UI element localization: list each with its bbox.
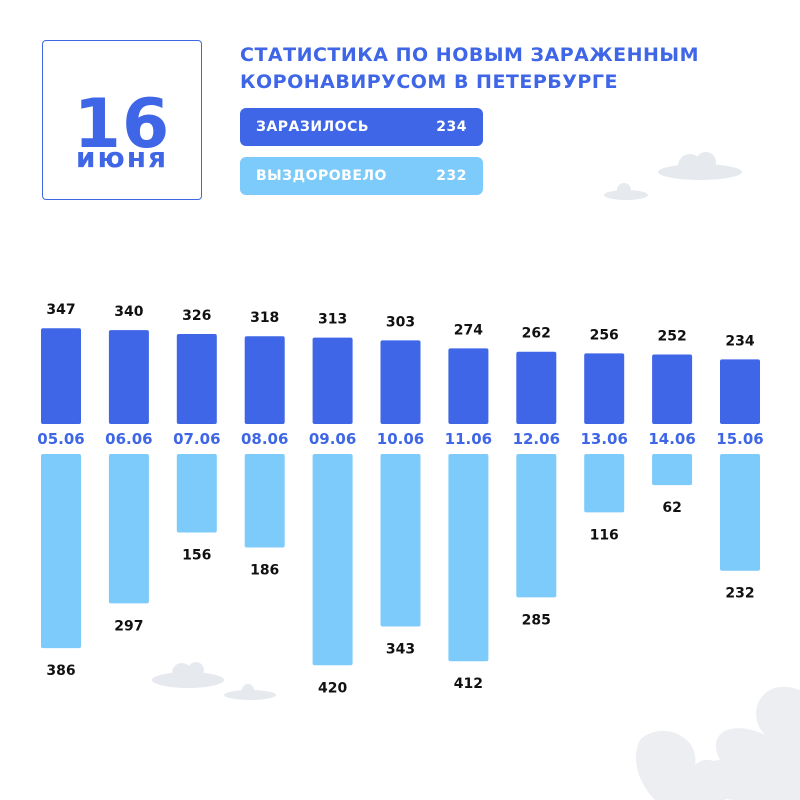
date-card: 16 июня [42,40,202,200]
infected-summary-value: 234 [436,119,467,135]
infected-value-label: 262 [522,326,551,342]
cloud-icon [604,183,648,200]
recovered-bar [516,454,557,598]
infected-value-label: 256 [590,327,619,343]
cloud-icon [658,152,742,180]
infected-bar [380,340,421,424]
infected-value-label: 326 [182,308,211,324]
date-month: июня [75,141,169,174]
infected-summary-label: ЗАРАЗИЛОСЬ [256,119,370,135]
recovered-value-label: 386 [46,663,75,679]
recovered-summary-value: 232 [436,168,467,184]
infected-bar [652,354,693,424]
infected-value-label: 313 [318,312,347,328]
infected-bar [448,348,489,424]
recovered-value-label: 343 [386,642,415,658]
recovered-value-label: 186 [250,563,279,579]
infected-value-label: 234 [725,333,754,349]
infected-bar [584,353,625,424]
recovered-bar [380,454,421,627]
recovered-value-label: 116 [590,527,619,543]
infected-bar [720,359,760,424]
infected-value-label: 252 [657,328,686,344]
infected-value-label: 274 [454,322,483,338]
leaf-icon [635,686,800,800]
cloud-icon [224,684,276,700]
recovered-bar [244,454,285,548]
recovered-bar [108,454,149,604]
recovered-bar [720,454,760,571]
date-tick-label: 07.06 [173,430,220,448]
date-tick-label: 14.06 [648,430,695,448]
infected-bar [176,334,217,424]
date-tick-label: 11.06 [445,430,492,448]
infected-value-label: 303 [386,314,415,330]
recovered-value-label: 285 [522,612,551,628]
recovered-value-label: 232 [725,586,754,602]
recovered-value-label: 297 [114,618,143,634]
recovered-value-label: 420 [318,680,347,696]
date-day: 16 [73,85,171,164]
date-tick-label: 08.06 [241,430,288,448]
recovered-bar [448,454,489,662]
infected-value-label: 318 [250,310,279,326]
date-tick-label: 06.06 [105,430,152,448]
recovered-bar [584,454,625,513]
infected-summary-badge: ЗАРАЗИЛОСЬ 234 [240,108,483,146]
date-tick-label: 10.06 [377,430,424,448]
recovered-value-label: 62 [662,500,681,516]
recovered-bar [312,454,353,666]
recovered-bar [652,454,693,486]
infected-bar [516,351,557,424]
recovered-bar [176,454,217,533]
infected-bar [312,337,353,424]
date-tick-label: 09.06 [309,430,356,448]
recovered-bar [41,454,81,649]
infected-value-label: 347 [46,302,75,318]
recovered-value-label: 156 [182,547,211,563]
recovered-summary-label: ВЫЗДОРОВЕЛО [256,168,387,184]
recovered-value-label: 412 [454,676,483,692]
infected-value-label: 340 [114,304,143,320]
recovered-summary-badge: ВЫЗДОРОВЕЛО 232 [240,157,483,195]
date-tick-label: 13.06 [580,430,627,448]
cloud-icon [152,662,224,688]
infected-bar [244,336,285,424]
date-tick-label: 15.06 [716,430,763,448]
date-tick-label: 12.06 [513,430,560,448]
page-title: СТАТИСТИКА ПО НОВЫМ ЗАРАЖЕННЫМ КОРОНАВИР… [240,44,700,93]
infected-bar [41,328,81,424]
date-tick-label: 05.06 [37,430,84,448]
infected-bar [108,330,149,424]
